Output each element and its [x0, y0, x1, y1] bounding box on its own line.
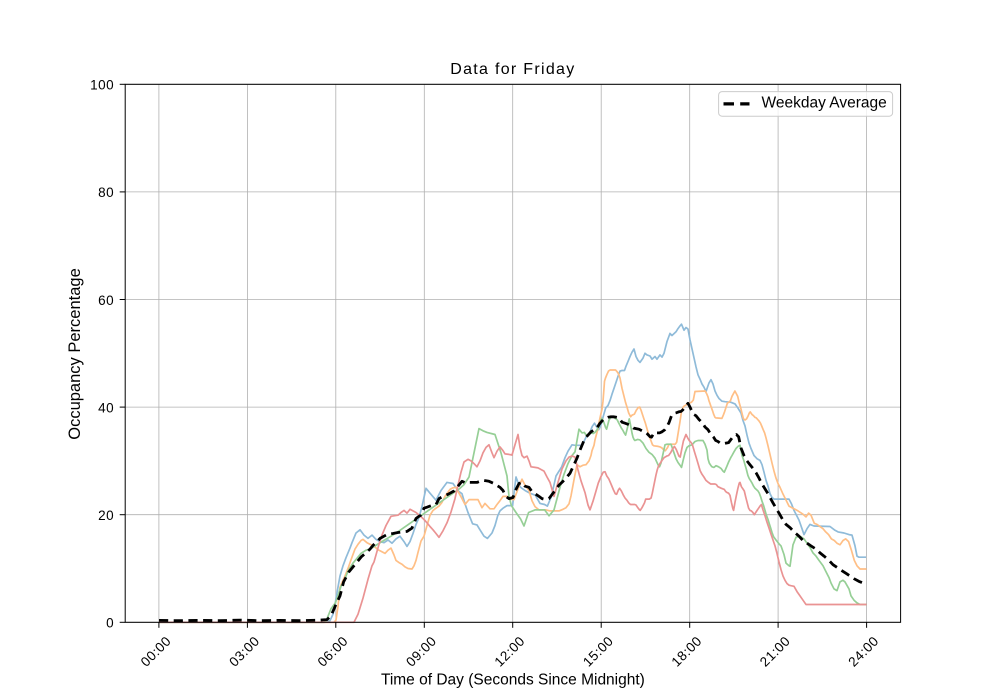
svg-text:0: 0	[106, 616, 114, 631]
svg-text:100: 100	[90, 78, 114, 93]
svg-text:Weekday Average: Weekday Average	[762, 94, 887, 111]
svg-text:Occupancy Percentage: Occupancy Percentage	[66, 268, 84, 440]
svg-text:Time of Day (Seconds Since Mid: Time of Day (Seconds Since Midnight)	[381, 672, 645, 689]
svg-text:40: 40	[98, 400, 114, 415]
svg-text:Data for Friday: Data for Friday	[450, 61, 575, 78]
svg-text:20: 20	[98, 508, 114, 523]
svg-text:80: 80	[98, 185, 114, 200]
svg-text:60: 60	[98, 293, 114, 308]
